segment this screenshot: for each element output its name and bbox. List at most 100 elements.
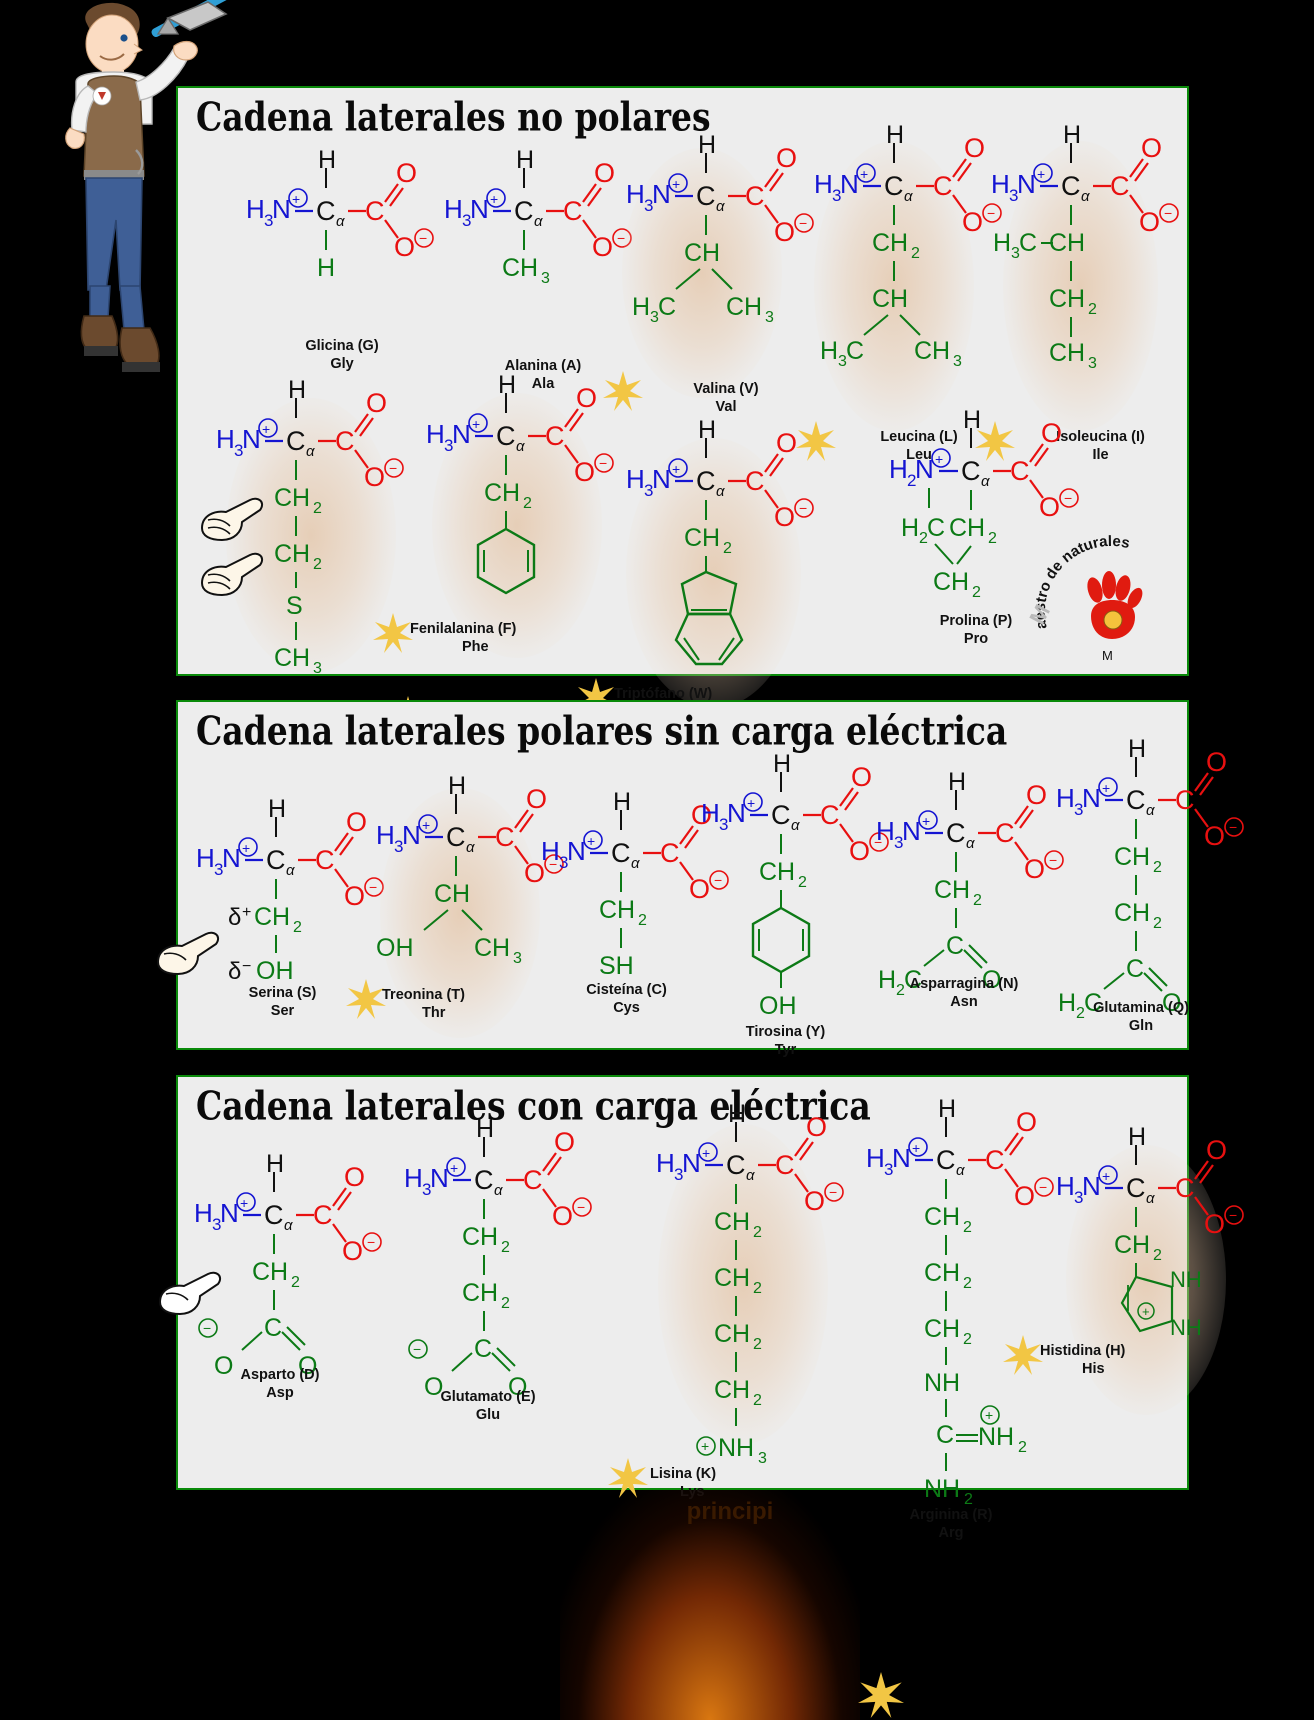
section-title-polar-uncharged: Cadena laterales polares sin carga eléct… <box>196 708 1008 755</box>
svg-text:−: − <box>799 500 807 516</box>
svg-text:N: N <box>915 454 934 484</box>
svg-text:C: C <box>264 1314 282 1342</box>
svg-text:α: α <box>966 835 975 852</box>
svg-text:−: − <box>419 230 427 246</box>
svg-text:+: + <box>1142 1304 1150 1319</box>
amino-acid-name: Prolina (P) <box>939 613 1013 629</box>
star-icon <box>373 613 413 653</box>
logo-badge[interactable]: aestro de naturales M M <box>1024 533 1186 668</box>
star-icon <box>576 678 616 718</box>
svg-text:−: − <box>242 958 251 975</box>
svg-text:C: C <box>315 845 335 875</box>
svg-text:H: H <box>938 1095 956 1123</box>
svg-text:O: O <box>594 158 615 188</box>
svg-text:CH: CH <box>924 1259 960 1287</box>
svg-text:N: N <box>902 816 921 846</box>
amino-acid-abbr: Ile <box>1092 446 1109 463</box>
svg-text:O: O <box>1014 1181 1035 1211</box>
svg-text:O: O <box>574 457 595 487</box>
amino-acid-name: Cisteína (C) <box>586 982 667 998</box>
svg-text:C: C <box>745 466 765 496</box>
svg-text:O: O <box>776 143 797 173</box>
svg-text:C: C <box>884 171 904 201</box>
svg-text:3: 3 <box>1009 186 1018 205</box>
svg-text:CH: CH <box>714 1376 750 1404</box>
amino-acid-abbr: Thr <box>422 1004 446 1021</box>
svg-text:O: O <box>394 232 415 262</box>
svg-text:C: C <box>313 1200 333 1230</box>
bottom-glow-decoration <box>560 1490 860 1720</box>
svg-text:+: + <box>860 166 868 182</box>
svg-text:C: C <box>514 196 534 226</box>
svg-text:CH: CH <box>714 1320 750 1348</box>
svg-text:3: 3 <box>513 950 522 967</box>
amino-acid-name: Treonina (T) <box>382 987 465 1003</box>
amino-acid-abbr: Phe <box>462 638 489 655</box>
svg-text:H: H <box>866 1143 885 1173</box>
svg-text:C: C <box>658 293 676 321</box>
svg-text:C: C <box>316 196 336 226</box>
svg-text:N: N <box>220 1198 239 1228</box>
svg-text:2: 2 <box>523 495 532 512</box>
svg-text:C: C <box>946 932 964 960</box>
svg-text:−: − <box>369 879 377 895</box>
svg-text:H: H <box>963 406 981 434</box>
svg-text:CH: CH <box>462 1279 498 1307</box>
svg-text:CH: CH <box>684 524 720 552</box>
svg-text:N: N <box>652 179 671 209</box>
svg-text:+: + <box>922 813 930 829</box>
svg-text:+: + <box>240 1195 248 1211</box>
svg-text:O: O <box>396 158 417 188</box>
svg-text:C: C <box>1126 955 1144 983</box>
svg-text:C: C <box>365 196 385 226</box>
svg-text:H: H <box>728 1100 746 1128</box>
svg-text:CH: CH <box>934 876 970 904</box>
svg-text:OH: OH <box>256 957 294 985</box>
svg-text:3: 3 <box>832 186 841 205</box>
svg-text:H: H <box>991 169 1010 199</box>
svg-text:O: O <box>964 133 985 163</box>
svg-text:O: O <box>552 1201 573 1231</box>
svg-text:α: α <box>494 1182 503 1199</box>
svg-text:3: 3 <box>559 853 568 872</box>
svg-text:H: H <box>516 146 534 174</box>
svg-text:α: α <box>306 443 315 460</box>
svg-text:2: 2 <box>313 556 322 573</box>
amino-acid-name: Lisina (K) <box>650 1466 717 1482</box>
svg-text:+: + <box>262 421 270 437</box>
svg-text:C: C <box>446 822 466 852</box>
svg-text:2: 2 <box>963 1331 972 1348</box>
svg-text:3: 3 <box>1088 355 1097 372</box>
svg-text:C: C <box>660 838 680 868</box>
svg-text:+: + <box>587 833 595 849</box>
svg-text:C: C <box>611 838 631 868</box>
svg-text:+: + <box>242 904 251 921</box>
svg-text:H: H <box>317 254 335 282</box>
svg-text:3: 3 <box>953 353 962 370</box>
amino-acid-name: Isoleucina (I) <box>1056 429 1145 445</box>
svg-text:2: 2 <box>753 1336 762 1353</box>
star-icon <box>346 979 386 1019</box>
svg-text:H: H <box>901 514 919 542</box>
svg-text:3: 3 <box>313 660 322 677</box>
svg-text:O: O <box>774 217 795 247</box>
pointing-hand-icon <box>200 497 264 542</box>
svg-text:−: − <box>829 1184 837 1200</box>
svg-text:+: + <box>1102 780 1110 796</box>
bottom-caption: principi <box>686 1498 774 1525</box>
svg-text:NH: NH <box>924 1475 960 1503</box>
svg-text:CH: CH <box>434 880 470 908</box>
svg-text:CH: CH <box>914 337 950 365</box>
svg-text:H: H <box>196 843 215 873</box>
svg-text:2: 2 <box>907 471 916 490</box>
svg-text:H: H <box>613 788 631 816</box>
pointing-hand-icon <box>158 1271 222 1316</box>
amino-acid-abbr: Leu <box>906 446 932 463</box>
svg-text:H: H <box>698 131 716 159</box>
svg-text:C: C <box>474 1335 492 1363</box>
amino-acid-abbr: Asn <box>950 993 978 1010</box>
amino-acid-abbr: Ser <box>270 1002 295 1019</box>
svg-text:−: − <box>203 1320 211 1336</box>
svg-text:CH: CH <box>714 1208 750 1236</box>
svg-text:H: H <box>1128 1123 1146 1151</box>
